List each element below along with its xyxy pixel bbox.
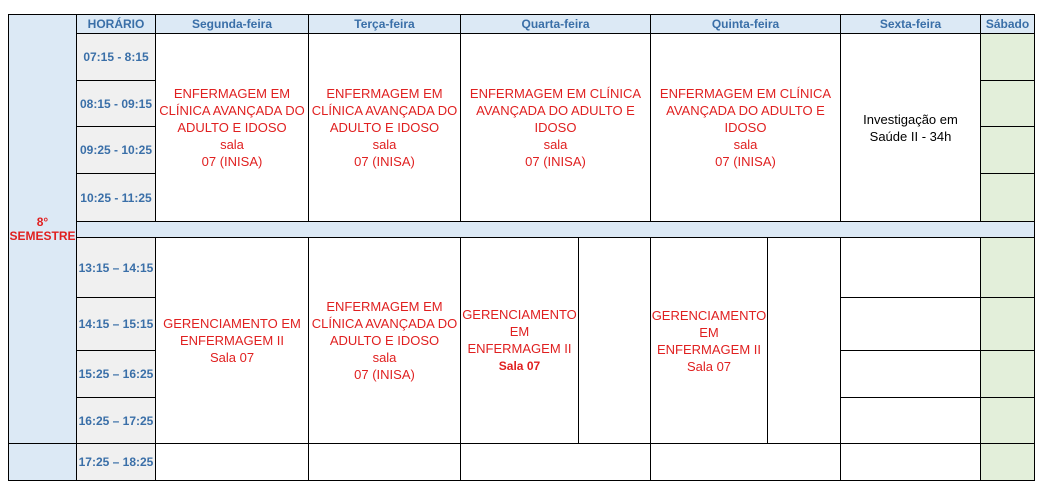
header-day: Terça-feira [308, 14, 461, 34]
saturday-cell [980, 80, 1035, 127]
header-day: Sábado [980, 14, 1035, 34]
empty-cell [308, 443, 461, 481]
empty-cell [840, 443, 981, 481]
time-slot: 15:25 – 16:25 [76, 350, 156, 398]
semester-empty-cell [8, 443, 77, 481]
header-day: Quarta-feira [460, 14, 651, 34]
class-cell: GERENCIAMENTO EM ENFERMAGEM II Sala 07 [460, 237, 579, 444]
time-slot: 10:25 - 11:25 [76, 173, 156, 222]
class-cell: Investigação em Saúde II - 34h [840, 33, 981, 222]
empty-cell [840, 397, 981, 444]
class-cell: ENFERMAGEM EM CLÍNICA AVANÇADA DO ADULTO… [460, 33, 651, 222]
saturday-cell [980, 173, 1035, 222]
saturday-cell [980, 350, 1035, 398]
empty-cell [840, 350, 981, 398]
empty-cell [578, 237, 651, 444]
empty-cell [155, 443, 309, 481]
header-day: Segunda-feira [155, 14, 309, 34]
saturday-cell [980, 33, 1035, 81]
class-cell: ENFERMAGEM EM CLÍNICA AVANÇADA DO ADULTO… [155, 33, 309, 222]
saturday-cell [980, 443, 1035, 481]
header-day: Sexta-feira [840, 14, 981, 34]
saturday-cell [980, 237, 1035, 298]
empty-cell [460, 443, 651, 481]
class-room: Sala 07 [498, 359, 541, 373]
empty-cell [840, 297, 981, 351]
time-slot: 17:25 – 18:25 [76, 443, 156, 481]
lunch-break-row [76, 221, 1035, 238]
time-slot: 07:15 - 8:15 [76, 33, 156, 81]
time-slot: 14:15 – 15:15 [76, 297, 156, 351]
time-slot: 08:15 - 09:15 [76, 80, 156, 127]
saturday-cell [980, 126, 1035, 174]
header-horario: HORÁRIO [76, 14, 156, 34]
semester-label: 8° SEMESTRE [8, 14, 77, 444]
saturday-cell [980, 397, 1035, 444]
time-slot: 13:15 – 14:15 [76, 237, 156, 298]
class-cell: ENFERMAGEM EM CLÍNICA AVANÇADA DO ADULTO… [650, 33, 841, 222]
time-slot: 16:25 – 17:25 [76, 397, 156, 444]
empty-cell [840, 237, 981, 298]
class-cell: GERENCIAMENTO EM ENFERMAGEM II Sala 07 [650, 237, 768, 444]
class-cell: ENFERMAGEM EM CLÍNICA AVANÇADA DO ADULTO… [308, 237, 461, 444]
class-name: GERENCIAMENTO EM ENFERMAGEM II [462, 307, 577, 356]
class-cell: GERENCIAMENTO EM ENFERMAGEM II Sala 07 [155, 237, 309, 444]
empty-cell [650, 443, 841, 481]
class-cell: ENFERMAGEM EM CLÍNICA AVANÇADA DO ADULTO… [308, 33, 461, 222]
header-day: Quinta-feira [650, 14, 841, 34]
empty-cell [767, 237, 841, 444]
time-slot: 09:25 - 10:25 [76, 126, 156, 174]
saturday-cell [980, 297, 1035, 351]
